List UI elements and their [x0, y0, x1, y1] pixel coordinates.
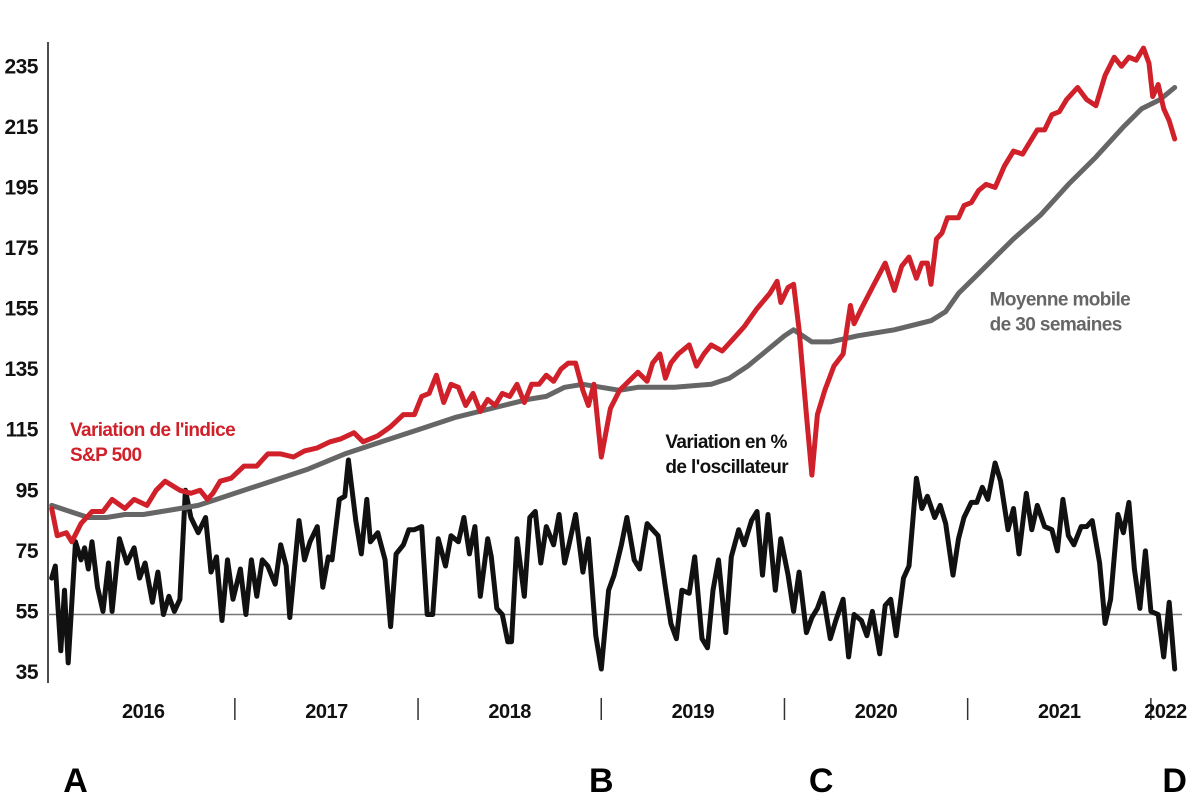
y-tick-label: 235 — [4, 55, 38, 78]
series-annotations: Variation de l'indice S&P 500 Variation en… — [70, 290, 1131, 478]
year-label: 2016 — [122, 701, 165, 723]
annotation-label: S&P 500 — [70, 445, 142, 466]
annotation-label: Moyenne mobile — [990, 290, 1130, 311]
year-label: 2020 — [855, 701, 898, 723]
series-sp500-line — [49, 45, 1178, 545]
letter-marker: B — [589, 762, 614, 800]
year-dividers — [234, 698, 1152, 720]
y-tick-label: 115 — [6, 419, 39, 442]
year-label: 2022 — [1144, 701, 1187, 723]
y-tick-label: 195 — [4, 176, 38, 199]
series-moving-average-line — [49, 85, 1178, 520]
series-oscillator-line — [49, 457, 1178, 672]
y-tick-label: 75 — [16, 540, 39, 563]
y-tick-label: 215 — [4, 116, 38, 139]
annotation-label: de l'oscillateur — [665, 457, 789, 478]
annotation-label: Variation en % — [665, 432, 787, 453]
y-tick-label: 155 — [4, 298, 38, 321]
year-label: 2019 — [672, 701, 715, 723]
y-tick-label: 35 — [16, 661, 39, 684]
y-tick-label: 55 — [16, 600, 39, 623]
y-tick-labels: 235 215 195 175 155 135 115 95 75 55 35 — [4, 55, 39, 684]
letter-marker: D — [1162, 762, 1187, 800]
annotation-label: Variation de l'indice — [70, 420, 235, 441]
year-label: 2018 — [488, 701, 531, 723]
letter-markers: A B C D — [63, 762, 1187, 800]
year-label: 2017 — [305, 701, 348, 723]
letter-marker: A — [63, 762, 88, 800]
y-tick-label: 175 — [4, 237, 38, 260]
year-label: 2021 — [1038, 701, 1081, 723]
year-labels: 2016 2017 2018 2019 2020 2021 2022 — [122, 701, 1188, 723]
y-tick-label: 135 — [4, 358, 38, 381]
series-layer — [49, 45, 1178, 672]
y-tick-label: 95 — [16, 479, 39, 502]
annotation-label: de 30 semaines — [990, 315, 1122, 336]
letter-marker: C — [809, 762, 834, 800]
